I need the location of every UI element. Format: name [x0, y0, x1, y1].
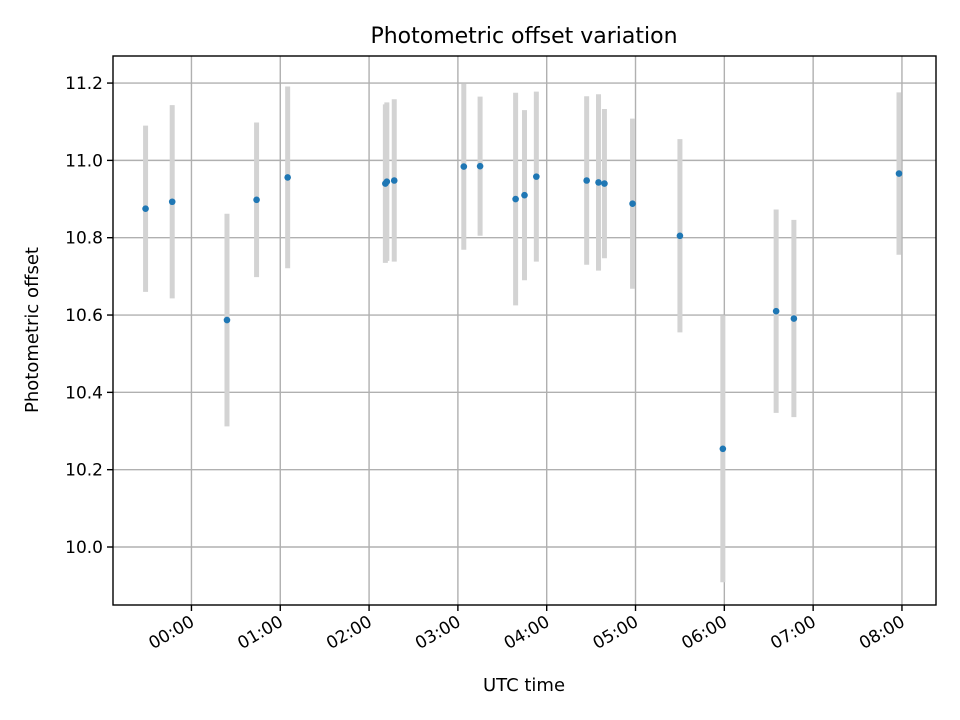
y-tick-label: 10.8	[65, 229, 103, 249]
data-point	[223, 316, 231, 324]
data-point	[476, 162, 484, 170]
x-axis-label: UTC time	[483, 675, 565, 696]
x-tick-label: 01:00	[234, 612, 286, 654]
data-point	[253, 196, 260, 204]
x-tick-label: 03:00	[412, 612, 464, 654]
data-point	[895, 170, 903, 177]
data-point	[284, 174, 291, 181]
y-tick-label: 10.6	[65, 306, 103, 326]
x-tick-label: 08:00	[856, 612, 908, 654]
data-point	[390, 177, 398, 184]
x-tick-label: 04:00	[501, 612, 553, 654]
data-point	[772, 307, 780, 315]
x-tick-label: 06:00	[678, 612, 730, 654]
x-tick-label: 00:00	[146, 612, 198, 654]
error-bars	[143, 83, 902, 583]
y-tick-label: 10.4	[65, 383, 103, 403]
data-point	[521, 191, 528, 199]
data-point	[460, 163, 468, 170]
x-tick-label: 02:00	[323, 612, 375, 654]
data-point	[142, 205, 149, 213]
data-point	[629, 200, 636, 207]
x-tick-label: 05:00	[590, 612, 642, 654]
y-tick-label: 11.2	[65, 74, 103, 94]
plot-frame	[112, 55, 937, 606]
x-tick-label: 07:00	[767, 612, 819, 654]
y-tick-label: 11.0	[65, 151, 103, 171]
data-point	[601, 180, 608, 187]
y-axis-label: Photometric offset	[22, 247, 43, 413]
data-point	[168, 198, 176, 206]
chart-title: Photometric offset variation	[370, 24, 677, 49]
data-point	[383, 178, 391, 185]
data-points	[142, 162, 903, 453]
y-tick-label: 10.2	[65, 461, 103, 481]
data-point	[533, 173, 540, 180]
data-point	[790, 315, 798, 322]
data-point	[583, 177, 590, 184]
data-point	[719, 445, 727, 453]
data-point	[595, 179, 602, 186]
data-point	[676, 232, 684, 240]
data-point	[512, 195, 519, 203]
y-tick-label: 10.0	[65, 538, 103, 558]
